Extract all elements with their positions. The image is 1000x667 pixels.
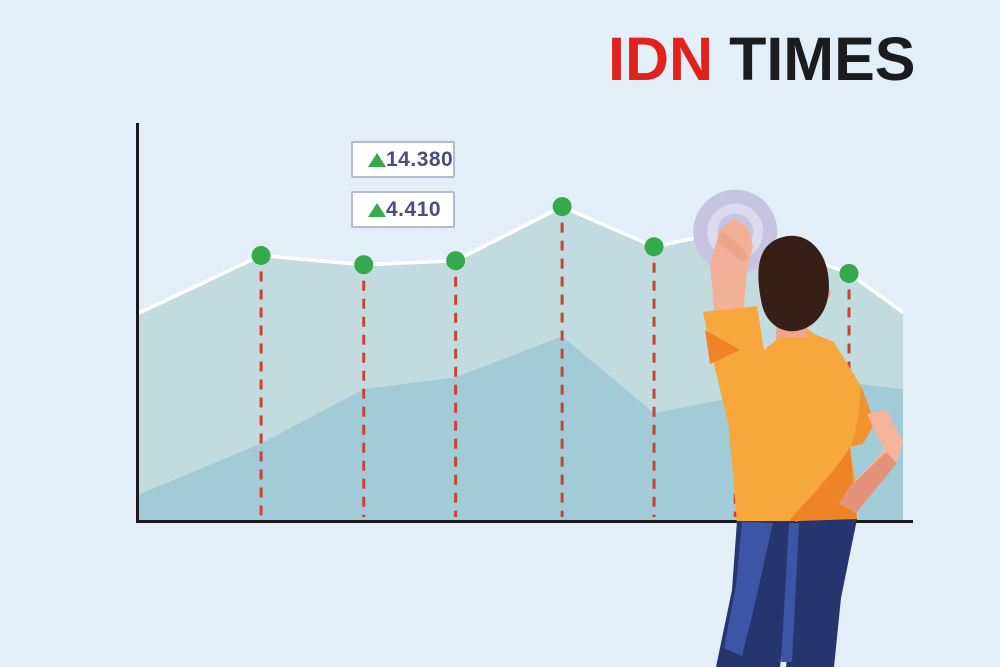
callout-value-2: 4.410 bbox=[351, 191, 455, 228]
data-point-dot bbox=[446, 251, 466, 271]
hand-finger-shade bbox=[717, 231, 748, 263]
up-triangle-icon bbox=[368, 202, 386, 217]
person-illustration bbox=[693, 189, 903, 667]
callout-value-1: 14.380 bbox=[351, 141, 455, 178]
callout-number: 4.410 bbox=[386, 197, 442, 221]
jeans-inner-highlight bbox=[781, 523, 799, 662]
callout-number: 14.380 bbox=[386, 147, 454, 171]
data-point-dot bbox=[354, 255, 374, 275]
data-point-dot bbox=[552, 197, 572, 217]
up-triangle-icon bbox=[368, 152, 386, 167]
hip-arm-shadow bbox=[839, 452, 897, 513]
hair bbox=[758, 235, 829, 332]
sleeve-shadow bbox=[851, 386, 875, 446]
data-point-dot bbox=[839, 263, 859, 283]
shirt bbox=[703, 306, 875, 523]
logo-times: TIMES bbox=[729, 24, 916, 93]
jeans-highlight bbox=[724, 522, 773, 656]
jeans-right-leg bbox=[786, 519, 857, 667]
chart-data-points bbox=[251, 197, 859, 283]
idn-times-logo: IDN TIMES bbox=[608, 26, 968, 92]
shirt-armpit-shadow bbox=[705, 330, 740, 364]
data-point-dot bbox=[644, 237, 664, 257]
logo-idn: IDN bbox=[608, 24, 714, 93]
data-point-dot bbox=[251, 246, 271, 266]
lower-area-fill bbox=[137, 336, 903, 521]
